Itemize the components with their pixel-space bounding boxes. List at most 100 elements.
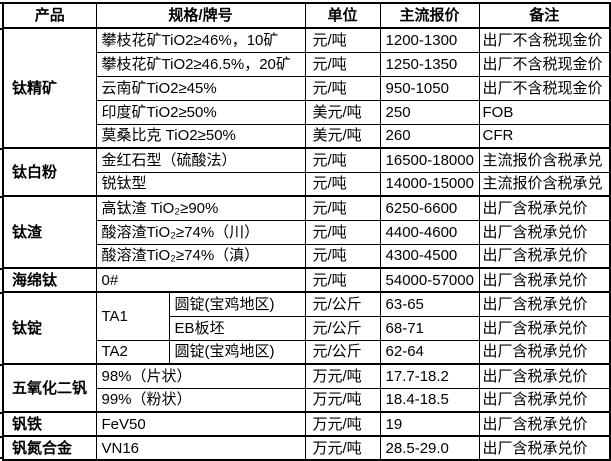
gridline-stub [0, 28, 2, 30]
note-cell: 出厂含税承兑价 [478, 339, 611, 365]
form-cell: EB板坯 [168, 315, 306, 341]
header-note: 备注 [478, 2, 611, 29]
price-cell: 14000-15000 [379, 171, 480, 197]
note-cell: 出厂不含税现金价 [478, 27, 611, 53]
spec-cell: FeV50 [95, 411, 306, 437]
unit-cell: 元/公斤 [304, 315, 381, 341]
unit-cell: 万元/吨 [304, 435, 381, 461]
spec-cell: 金红石型（硫酸法） [95, 147, 306, 173]
gridline-stub [0, 364, 2, 366]
note-cell: 出厂含税承兑价 [478, 315, 611, 341]
unit-cell: 元/吨 [304, 219, 381, 245]
note-cell: 出厂含税承兑价 [478, 363, 611, 389]
price-cell: 4400-4600 [379, 219, 480, 245]
spec-cell: 98%（片状） [95, 363, 306, 389]
unit-cell: 万元/吨 [304, 387, 381, 413]
gridline-stub [0, 268, 2, 270]
price-cell: 62-64 [379, 339, 480, 365]
note-cell: 出厂含税承兑价 [478, 267, 611, 293]
gridline-stub [0, 2, 2, 4]
price-cell: 1200-1300 [379, 27, 480, 53]
price-cell: 17.7-18.2 [379, 363, 480, 389]
unit-cell: 元/吨 [304, 267, 381, 293]
table-header-row: 产品 规格/牌号 单位 主流报价 备注 [2, 2, 611, 29]
header-spec: 规格/牌号 [95, 2, 306, 29]
spec-cell: 印度矿TiO2≥50% [95, 99, 306, 125]
spec-cell: 攀枝花矿TiO2≥46.5%，20矿 [95, 51, 306, 77]
gridline-stub [0, 457, 2, 459]
spec-cell: 云南矿TiO2≥45% [95, 75, 306, 101]
price-cell: 260 [379, 123, 480, 149]
table-row: 钛锭 TA1 圆锭(宝鸡地区) 元/公斤 63-65 出厂含税承兑价 [2, 291, 611, 365]
price-cell: 6250-6600 [379, 195, 480, 221]
price-cell: 28.5-29.0 [379, 435, 480, 461]
note-cell: FOB [478, 99, 611, 125]
table-row: 钒氮合金 VN16 万元/吨 28.5-29.0 出厂含税承兑价 [2, 435, 611, 461]
note-cell: 主流报价含税承兑 [478, 171, 611, 197]
product-cell: 钛渣 [2, 195, 97, 269]
table-row: 云南矿TiO2≥45% 元/吨 950-1050 出厂不含税现金价 [3, 75, 611, 101]
spec-cell: 酸溶渣TiO₂≥74%（滇） [95, 243, 306, 269]
product-cell: 钛锭 [2, 291, 97, 365]
table-row: 钒铁 FeV50 万元/吨 19 出厂含税承兑价 [2, 411, 611, 437]
product-cell: 钒铁 [2, 411, 97, 437]
unit-cell: 元/吨 [304, 147, 381, 173]
table-row: 钛渣 高钛渣 TiO₂≥90% 元/吨 6250-6600 出厂含税承兑价 [2, 195, 611, 269]
table-row: 酸溶渣TiO₂≥74%（滇） 元/吨 4300-4500 出厂含税承兑价 [3, 243, 611, 269]
table-row: 锐钛型 元/吨 14000-15000 主流报价含税承兑 [3, 171, 611, 197]
price-cell: 63-65 [379, 291, 480, 317]
note-cell: CFR [478, 123, 611, 149]
table-row: 海绵钛 0# 元/吨 54000-57000 出厂含税承兑价 [2, 267, 611, 293]
spec-cell: 莫桑比克 TiO2≥50% [95, 123, 306, 149]
spec-cell: 99%（粉状） [95, 387, 306, 413]
note-cell: 出厂含税承兑价 [478, 219, 611, 245]
note-cell: 出厂含税承兑价 [478, 435, 611, 461]
spec-cell: 攀枝花矿TiO2≥46%，10矿 [95, 27, 306, 53]
grade-cell: TA2 [95, 339, 170, 365]
table-row: EB板坯 元/公斤 68-71 出厂含税承兑价 [3, 315, 611, 341]
unit-cell: 元/吨 [304, 195, 381, 221]
price-cell: 4300-4500 [379, 243, 480, 269]
note-cell: 出厂含税承兑价 [478, 387, 611, 413]
unit-cell: 元/公斤 [304, 291, 381, 317]
gridline-stub [0, 196, 2, 198]
gridline-stub [0, 412, 2, 414]
price-cell: 16500-18000 [379, 147, 480, 173]
spec-cell: VN16 [95, 435, 306, 461]
product-cell: 海绵钛 [2, 267, 97, 293]
table-row: TA2 圆锭(宝鸡地区) 元/公斤 62-64 出厂含税承兑价 [3, 339, 611, 365]
table-row: 攀枝花矿TiO2≥46.5%，20矿 元/吨 1250-1350 出厂不含税现金… [3, 51, 611, 77]
spec-cell: 锐钛型 [95, 171, 306, 197]
note-cell: 主流报价含税承兑 [478, 147, 611, 173]
spec-cell: 0# [95, 267, 306, 293]
table-row: 钛精矿 攀枝花矿TiO2≥46%，10矿 元/吨 1200-1300 出厂不含税… [2, 27, 611, 149]
unit-cell: 元/吨 [304, 171, 381, 197]
product-cell: 钛白粉 [2, 147, 97, 197]
note-cell: 出厂不含税现金价 [478, 51, 611, 77]
note-cell: 出厂含税承兑价 [478, 291, 611, 317]
unit-cell: 美元/吨 [304, 99, 381, 125]
price-cell: 1250-1350 [379, 51, 480, 77]
header-unit: 单位 [304, 2, 381, 29]
gridline-stub [0, 292, 2, 294]
unit-cell: 美元/吨 [304, 123, 381, 149]
spec-cell: 酸溶渣TiO₂≥74%（川） [95, 219, 306, 245]
unit-cell: 元/吨 [304, 75, 381, 101]
spec-cell: 高钛渣 TiO₂≥90% [95, 195, 306, 221]
product-cell: 五氧化二钒 [2, 363, 97, 413]
gridline-stub [0, 436, 2, 438]
table-row: 钛白粉 金红石型（硫酸法） 元/吨 16500-18000 主流报价含税承兑 [2, 147, 611, 197]
table-row: 99%（粉状） 万元/吨 18.4-18.5 出厂含税承兑价 [3, 387, 611, 413]
price-cell: 950-1050 [379, 75, 480, 101]
form-cell: 圆锭(宝鸡地区) [168, 291, 306, 317]
gridline-stub [0, 148, 2, 150]
header-product: 产品 [2, 2, 97, 29]
price-cell: 18.4-18.5 [379, 387, 480, 413]
note-cell: 出厂含税承兑价 [478, 195, 611, 221]
unit-cell: 元/吨 [304, 51, 381, 77]
table-row: 莫桑比克 TiO2≥50% 美元/吨 260 CFR [3, 123, 611, 149]
grade-cell: TA1 [95, 291, 170, 341]
product-cell: 钒氮合金 [2, 435, 97, 461]
form-cell: 圆锭(宝鸡地区) [168, 339, 306, 365]
table-row: 五氧化二钒 98%（片状） 万元/吨 17.7-18.2 出厂含税承兑价 [2, 363, 611, 413]
